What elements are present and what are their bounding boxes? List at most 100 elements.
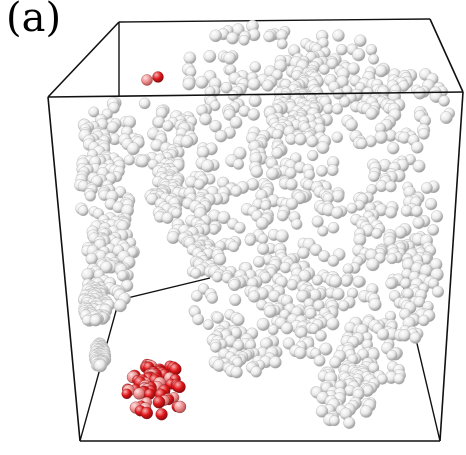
gray-particle	[280, 322, 294, 335]
gray-particle	[100, 260, 113, 274]
gray-particle	[326, 317, 340, 331]
gray-particle	[427, 224, 440, 236]
gray-particle	[329, 356, 342, 369]
gray-particle	[113, 299, 127, 313]
gray-particle	[294, 346, 307, 360]
red-particle	[173, 400, 187, 414]
gray-particle	[267, 324, 279, 336]
gray-particle	[229, 116, 243, 129]
gray-particle	[106, 121, 120, 134]
gray-particle	[195, 75, 209, 89]
gray-particle	[136, 154, 150, 168]
gray-particle	[331, 287, 345, 301]
gray-particle	[359, 405, 373, 418]
gray-particle	[354, 34, 367, 47]
gray-particle	[313, 354, 326, 367]
gray-particle	[193, 178, 206, 190]
gray-particle	[232, 158, 245, 170]
gray-particle	[123, 154, 135, 166]
gray-particle	[286, 279, 299, 291]
gray-particle	[386, 349, 398, 361]
red-particle	[152, 395, 166, 409]
gray-particle	[250, 165, 264, 178]
gray-particle	[93, 359, 108, 373]
gray-particle	[327, 254, 340, 267]
gray-particle	[315, 329, 327, 342]
gray-particle	[206, 292, 219, 304]
gray-particle	[312, 274, 324, 286]
gray-particle	[276, 38, 288, 50]
gray-particle	[326, 57, 339, 70]
gray-particle	[190, 267, 202, 279]
gray-particle	[291, 218, 303, 230]
gray-particle	[191, 290, 203, 302]
gray-particle	[418, 314, 430, 327]
gray-particle	[331, 103, 344, 115]
gray-particle	[343, 416, 356, 429]
gray-particle	[138, 97, 151, 110]
gray-particle	[211, 311, 224, 324]
gray-particle	[209, 120, 222, 133]
gray-particle	[365, 107, 378, 121]
gray-particle	[257, 242, 270, 255]
gray-particle	[214, 129, 228, 143]
gray-particle	[366, 258, 380, 272]
gray-particle	[126, 142, 140, 156]
gray-particle	[226, 31, 239, 45]
gray-particle	[266, 167, 279, 181]
gray-particle	[347, 62, 360, 76]
gray-particle	[430, 210, 444, 223]
gray-particle	[203, 319, 214, 331]
gray-particle	[162, 120, 174, 132]
red-particle	[121, 388, 133, 400]
gray-particle	[180, 135, 194, 149]
gray-particle	[315, 405, 329, 418]
gray-particle	[255, 216, 269, 230]
gray-particle	[285, 197, 299, 211]
gray-particle	[77, 205, 89, 217]
gray-particle	[196, 145, 210, 159]
gray-particle	[387, 142, 400, 155]
gray-particle	[368, 170, 380, 183]
gray-particle	[201, 159, 215, 173]
gray-particle	[398, 329, 411, 342]
red-particle	[173, 380, 186, 394]
gray-particle	[247, 77, 261, 91]
gray-particle	[271, 147, 284, 160]
gray-particle	[229, 294, 242, 307]
gray-particle	[316, 165, 328, 177]
gray-particle	[183, 51, 197, 65]
gray-particle	[213, 252, 227, 266]
gray-particle	[276, 209, 289, 222]
gray-particle	[345, 118, 358, 132]
gray-particle	[263, 304, 277, 318]
gray-particle	[285, 178, 298, 191]
gray-particle	[253, 255, 265, 268]
gray-particle	[411, 141, 424, 154]
gray-particle	[116, 270, 128, 282]
gray-particle	[328, 274, 343, 288]
gray-particle	[374, 64, 388, 78]
gray-particle	[353, 233, 367, 247]
gray-particle	[346, 202, 358, 214]
gray-particle	[438, 95, 450, 107]
gray-particle	[311, 215, 324, 228]
gray-particle	[203, 50, 217, 63]
gray-particle	[250, 366, 262, 378]
gray-particle	[269, 356, 282, 369]
gray-particle-cluster	[74, 19, 455, 429]
gray-particle	[166, 231, 180, 245]
gray-particle	[412, 159, 426, 173]
red-particle	[155, 408, 168, 421]
gray-particle	[327, 221, 340, 234]
gray-particle	[432, 285, 445, 298]
gray-particle	[161, 212, 174, 224]
gray-particle	[279, 261, 292, 274]
gray-particle	[309, 243, 323, 257]
gray-particle	[365, 44, 378, 56]
gray-particle	[256, 317, 270, 331]
gray-particle	[247, 108, 260, 121]
red-particle	[141, 74, 153, 86]
